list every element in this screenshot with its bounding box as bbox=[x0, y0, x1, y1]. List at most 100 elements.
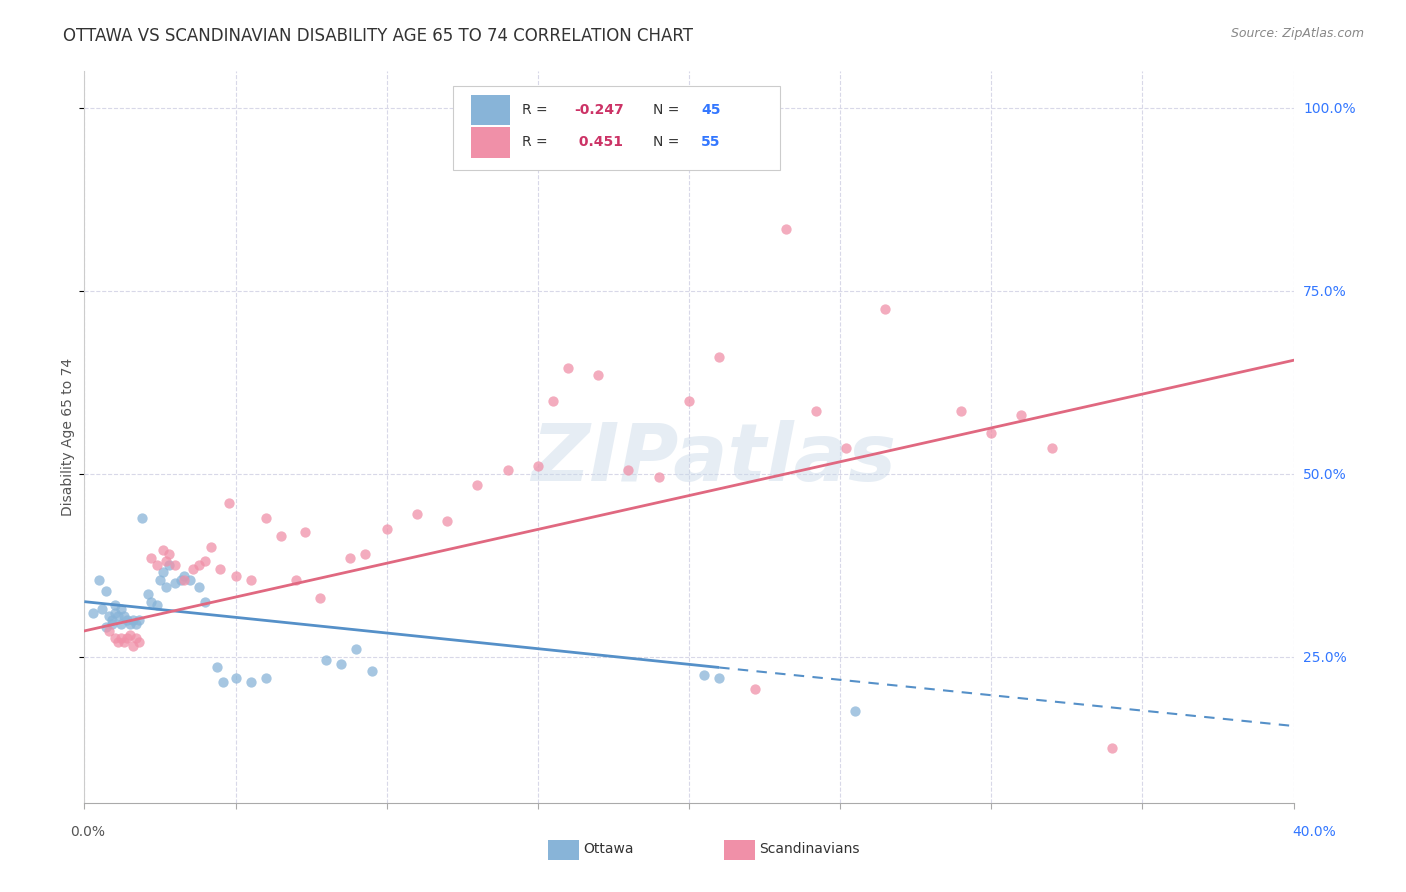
Text: Source: ZipAtlas.com: Source: ZipAtlas.com bbox=[1230, 27, 1364, 40]
Point bbox=[97, 609, 120, 624]
Point bbox=[212, 675, 235, 690]
Point bbox=[218, 496, 240, 510]
Point bbox=[406, 507, 429, 521]
Point bbox=[110, 602, 132, 616]
Point bbox=[194, 594, 217, 608]
Text: 0.0%: 0.0% bbox=[70, 825, 104, 839]
Point bbox=[330, 657, 353, 671]
Point bbox=[194, 554, 217, 568]
Point bbox=[239, 573, 262, 587]
Point bbox=[91, 602, 114, 616]
Point bbox=[709, 350, 731, 364]
Point bbox=[557, 360, 579, 375]
Point bbox=[527, 459, 550, 474]
Point bbox=[107, 635, 129, 649]
Point bbox=[157, 547, 180, 561]
Point bbox=[294, 525, 316, 540]
Text: 0.451: 0.451 bbox=[574, 136, 623, 149]
Point bbox=[146, 558, 169, 573]
Text: R =: R = bbox=[522, 103, 553, 117]
Point bbox=[149, 573, 172, 587]
Text: N =: N = bbox=[652, 136, 683, 149]
Point bbox=[118, 627, 141, 641]
Point bbox=[207, 660, 229, 674]
Point bbox=[693, 667, 716, 681]
Point bbox=[285, 573, 308, 587]
Point bbox=[709, 672, 731, 686]
Point bbox=[110, 616, 132, 631]
Point bbox=[375, 521, 398, 535]
FancyBboxPatch shape bbox=[453, 86, 780, 170]
Point bbox=[100, 616, 122, 631]
Point bbox=[496, 463, 519, 477]
Point bbox=[346, 642, 368, 657]
Text: ZIPatlas: ZIPatlas bbox=[530, 420, 896, 498]
Point bbox=[152, 543, 174, 558]
Point bbox=[107, 609, 129, 624]
Point bbox=[155, 580, 177, 594]
Text: 45: 45 bbox=[702, 103, 720, 117]
Point bbox=[125, 632, 148, 646]
Point bbox=[136, 587, 159, 601]
Point bbox=[115, 632, 138, 646]
Point bbox=[339, 550, 361, 565]
Text: 40.0%: 40.0% bbox=[1292, 825, 1337, 839]
Point bbox=[128, 635, 150, 649]
Point bbox=[804, 404, 827, 418]
Point bbox=[875, 301, 897, 317]
Point bbox=[648, 470, 671, 484]
Point bbox=[541, 393, 564, 408]
Point bbox=[1011, 408, 1033, 422]
Point bbox=[360, 664, 382, 678]
Point bbox=[165, 576, 187, 591]
Text: 55: 55 bbox=[702, 136, 720, 149]
Point bbox=[89, 573, 111, 587]
Point bbox=[188, 558, 211, 573]
Point bbox=[97, 624, 120, 638]
Point bbox=[188, 580, 211, 594]
Point bbox=[309, 591, 332, 605]
Point bbox=[436, 514, 458, 528]
Point bbox=[170, 573, 193, 587]
Point bbox=[1101, 740, 1123, 755]
Point bbox=[617, 463, 640, 477]
Point bbox=[844, 705, 866, 719]
Text: OTTAWA VS SCANDINAVIAN DISABILITY AGE 65 TO 74 CORRELATION CHART: OTTAWA VS SCANDINAVIAN DISABILITY AGE 65… bbox=[63, 27, 693, 45]
Point bbox=[980, 426, 1002, 441]
Point bbox=[94, 620, 117, 634]
Point bbox=[104, 632, 127, 646]
Point bbox=[270, 529, 292, 543]
Text: Scandinavians: Scandinavians bbox=[759, 842, 859, 856]
Point bbox=[209, 562, 232, 576]
Point bbox=[254, 510, 277, 524]
Point bbox=[118, 616, 141, 631]
Point bbox=[110, 632, 132, 646]
Point bbox=[225, 569, 247, 583]
Point bbox=[588, 368, 610, 382]
Point bbox=[678, 393, 700, 408]
Text: Ottawa: Ottawa bbox=[583, 842, 634, 856]
FancyBboxPatch shape bbox=[471, 95, 510, 126]
Point bbox=[121, 639, 143, 653]
Text: N =: N = bbox=[652, 103, 683, 117]
Point bbox=[835, 441, 858, 455]
Point bbox=[467, 477, 489, 491]
Text: R =: R = bbox=[522, 136, 553, 149]
Point bbox=[157, 558, 180, 573]
Point bbox=[354, 547, 377, 561]
Point bbox=[104, 599, 127, 613]
Point bbox=[112, 609, 135, 624]
FancyBboxPatch shape bbox=[471, 127, 510, 158]
Point bbox=[181, 562, 204, 576]
Point bbox=[112, 635, 135, 649]
Point bbox=[1040, 441, 1063, 455]
Point bbox=[315, 653, 337, 667]
Point bbox=[165, 558, 187, 573]
Point bbox=[139, 550, 162, 565]
Point bbox=[115, 613, 138, 627]
Point bbox=[173, 569, 195, 583]
Point bbox=[179, 573, 201, 587]
Y-axis label: Disability Age 65 to 74: Disability Age 65 to 74 bbox=[62, 358, 76, 516]
Point bbox=[94, 583, 117, 598]
Point bbox=[121, 613, 143, 627]
